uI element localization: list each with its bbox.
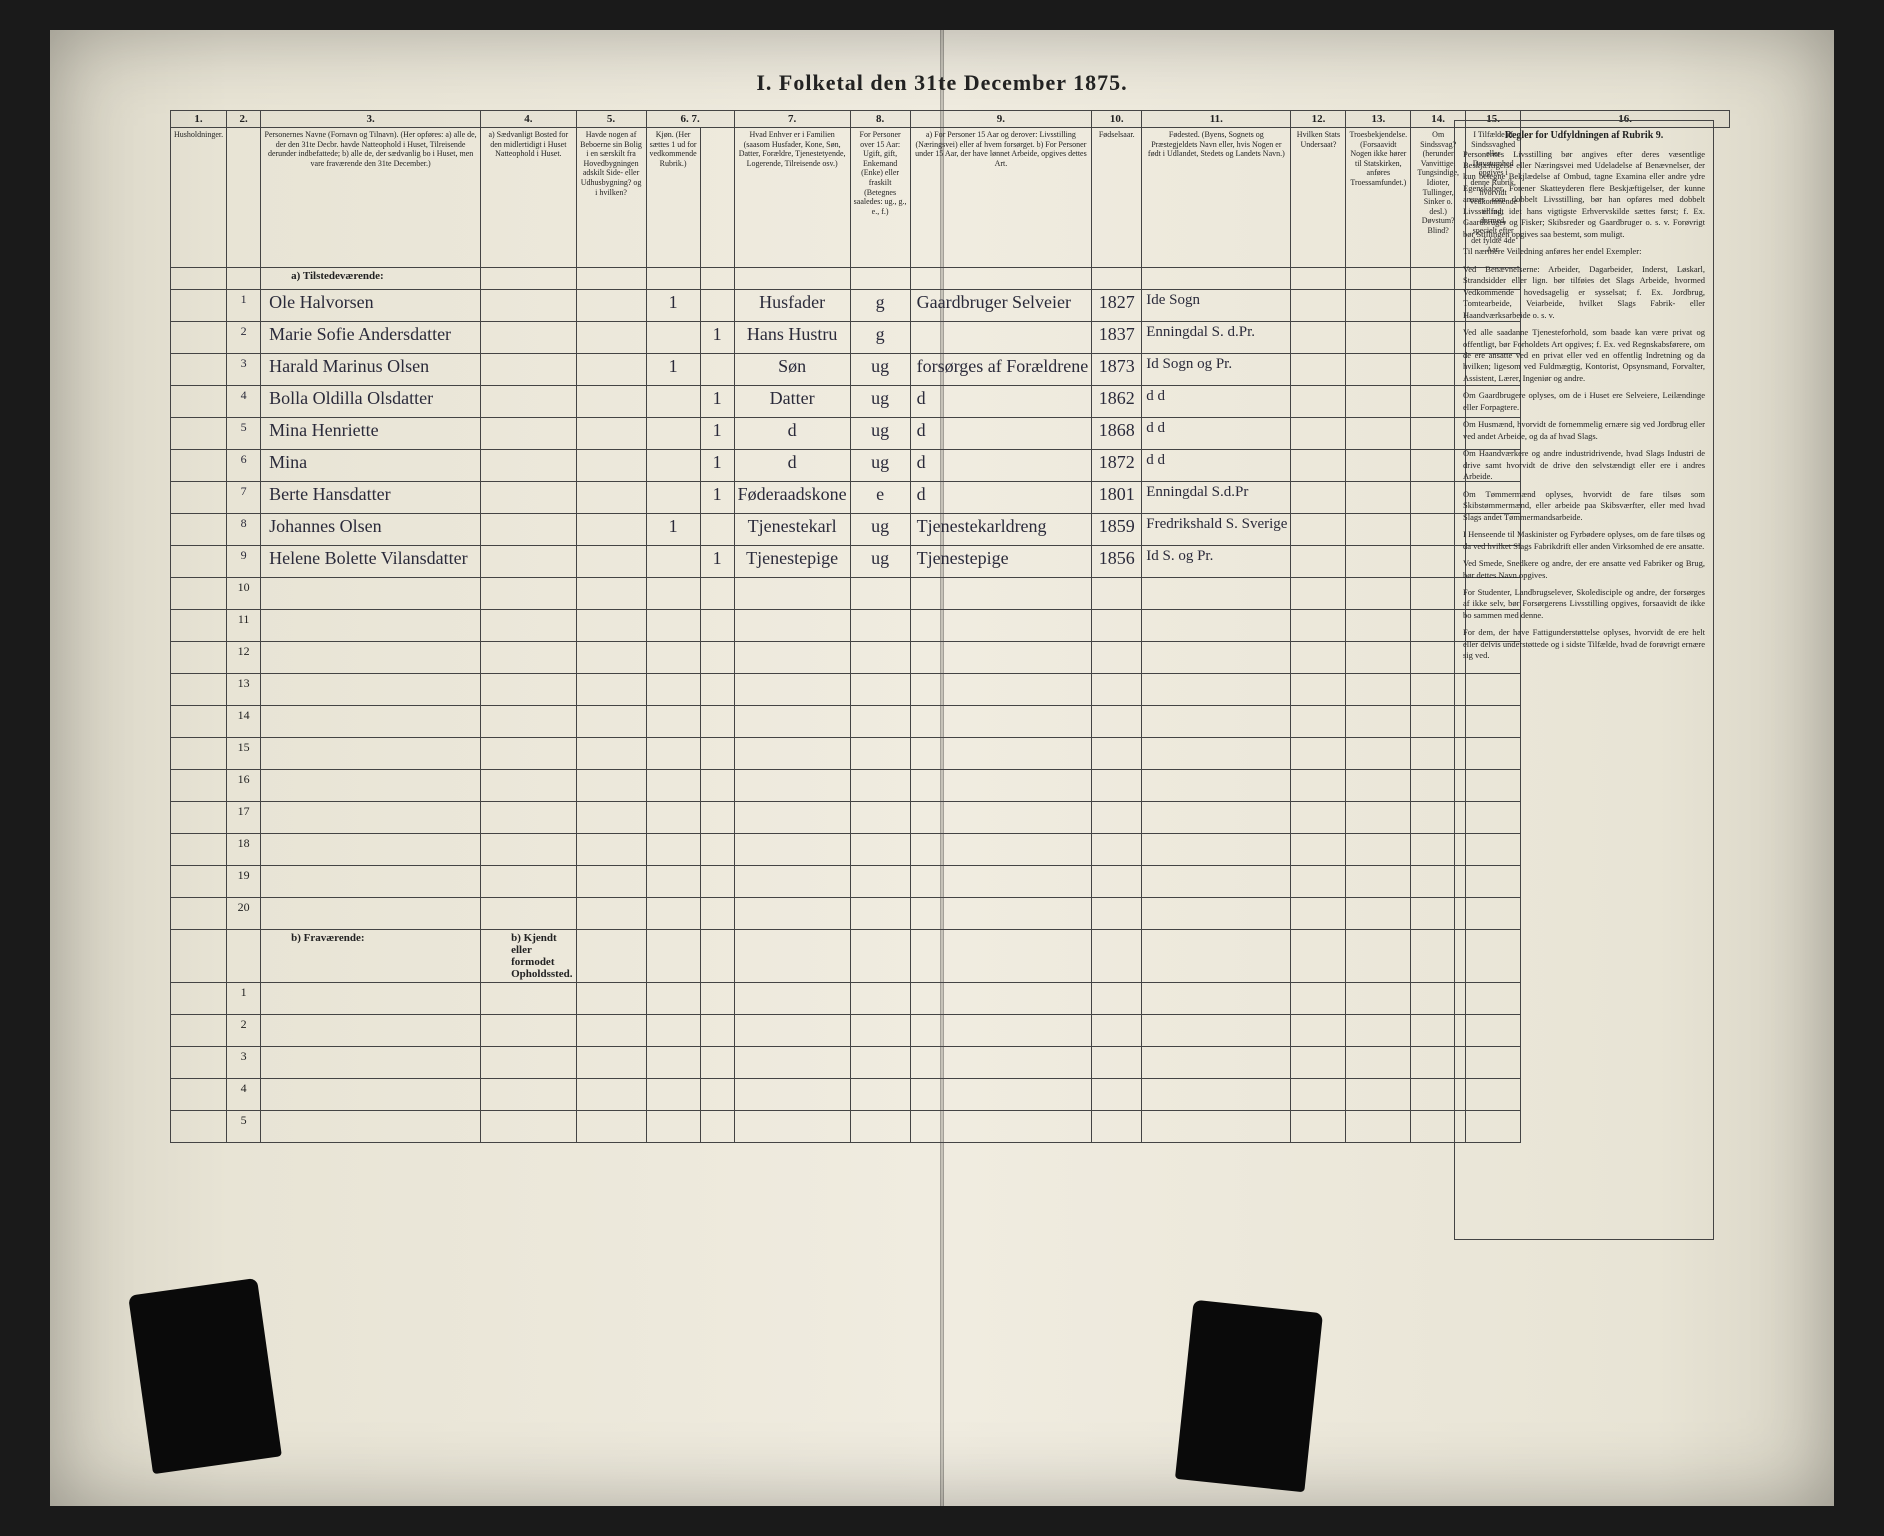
clip-right — [1175, 1300, 1323, 1493]
rules-paragraph: For Studenter, Landbrugselever, Skoledis… — [1463, 587, 1705, 621]
colnum-cell: 2. — [227, 111, 261, 128]
rules-paragraph: Om Husmænd, hvorvidt de fornemmelig ernæ… — [1463, 419, 1705, 442]
header-9a: For Personer over 15 Aar: Ugift, gift, E… — [850, 128, 910, 268]
rules-paragraph: Ved Benævnelserne: Arbeider, Dagarbeider… — [1463, 264, 1705, 321]
colnum-cell: 4. — [481, 111, 576, 128]
rules-paragraph: Ved alle saadanne Tjenesteforhold, som b… — [1463, 327, 1705, 384]
colnum-cell: 3. — [261, 111, 481, 128]
rules-panel: Regler for Udfyldningen af Rubrik 9. Per… — [1454, 120, 1714, 1240]
rules-paragraph: For dem, der have Fattigunderstøttelse o… — [1463, 627, 1705, 661]
colnum-cell: 9. — [910, 111, 1092, 128]
clip-left — [128, 1278, 282, 1474]
header-7 — [700, 128, 734, 268]
rules-paragraph: Om Gaardbrugere oplyses, om de i Huset e… — [1463, 390, 1705, 413]
header-1: Husholdninger. — [171, 128, 227, 268]
colnum-cell: 5. — [576, 111, 646, 128]
header-3: Personernes Navne (Fornavn og Tilnavn). … — [261, 128, 481, 268]
rules-paragraph: I Henseende til Maskinister og Fyrbødere… — [1463, 529, 1705, 552]
ledger-page: I. Folketal den 31te December 1875. 1.2.… — [50, 30, 1834, 1506]
header-2 — [227, 128, 261, 268]
header-6: Kjøn. (Her sættes 1 ud for vedkommende R… — [646, 128, 700, 268]
header-13: Troesbekjendelse. (Forsaavidt Nogen ikke… — [1346, 128, 1411, 268]
page-title: I. Folketal den 31te December 1875. — [756, 70, 1127, 96]
rules-paragraph: Til nærmere Veiledning anføres her endel… — [1463, 246, 1705, 257]
rules-paragraph: Ved Smede, Snedkere og andre, der ere an… — [1463, 558, 1705, 581]
colnum-cell: 13. — [1346, 111, 1411, 128]
colnum-cell: 12. — [1291, 111, 1346, 128]
header-9b: a) For Personer 15 Aar og derover: Livss… — [910, 128, 1092, 268]
header-4: a) Sædvanligt Bosted for den midlertidig… — [481, 128, 576, 268]
colnum-cell: 10. — [1092, 111, 1142, 128]
colnum-cell: 11. — [1142, 111, 1291, 128]
header-11: Fødested. (Byens, Sognets og Præstegjeld… — [1142, 128, 1291, 268]
rules-paragraph: Personernes Livsstilling bør angives eft… — [1463, 149, 1705, 241]
header-10: Fødselsaar. — [1092, 128, 1142, 268]
colnum-cell: 7. — [734, 111, 850, 128]
colnum-cell: 8. — [850, 111, 910, 128]
rules-paragraph: Om Tømmermænd oplyses, hvorvidt de fare … — [1463, 489, 1705, 523]
rules-paragraph: Om Haandværkere og andre industridrivend… — [1463, 448, 1705, 482]
header-8: Hvad Enhver er i Familien (saasom Husfad… — [734, 128, 850, 268]
colnum-cell: 6. 7. — [646, 111, 734, 128]
rules-heading: Regler for Udfyldningen af Rubrik 9. — [1463, 129, 1705, 143]
header-12: Hvilken Stats Undersaat? — [1291, 128, 1346, 268]
header-5: Havde nogen af Beboerne sin Bolig i en s… — [576, 128, 646, 268]
colnum-cell: 1. — [171, 111, 227, 128]
